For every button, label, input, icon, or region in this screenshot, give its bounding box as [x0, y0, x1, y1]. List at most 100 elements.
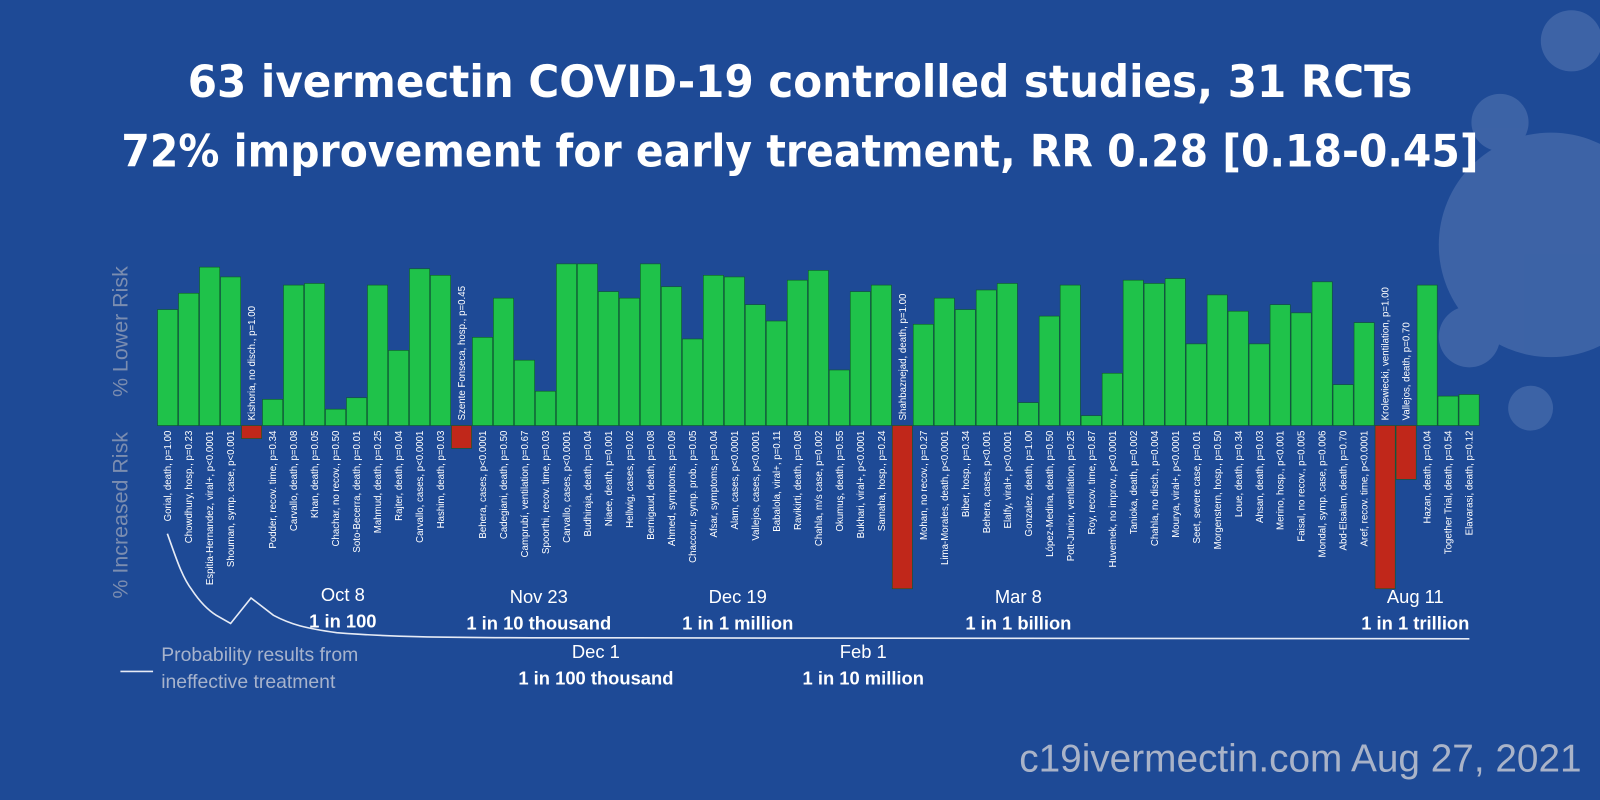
bar [1227, 310, 1249, 426]
bar-label: Okumuş, death, p=0.55 [835, 431, 846, 532]
bar [451, 425, 472, 449]
virus-decoration [1438, 10, 1600, 431]
bar [1311, 281, 1333, 426]
bar-label: Chowdhury, hosp., p=0.23 [184, 431, 195, 544]
bar [640, 263, 661, 426]
bar-label: Chahla, m/s case, p=0.002 [814, 431, 825, 547]
bar-label: Podder, recov. time, p=0.34 [268, 430, 279, 549]
bar-label: Abd-Elsalam, death, p=0.70 [1339, 430, 1350, 550]
bar-label: Samaha, hosp., p=0.24 [877, 430, 888, 531]
bar [1353, 322, 1375, 426]
bar [430, 274, 451, 426]
bar [1332, 384, 1354, 426]
bar-label: Carvallo, cases, p<0.0001 [562, 431, 573, 543]
bar [765, 320, 787, 426]
bar-label: Gorial, death, p=1.00 [163, 430, 174, 521]
bar-label: Biber, hosp., p=0.34 [961, 430, 972, 517]
bar-label: López-Medina, death, p=0.50 [1045, 430, 1056, 557]
annotation-probability: 1 in 10 thousand [466, 613, 611, 634]
bar [807, 270, 829, 426]
annotation-probability: 1 in 1 trillion [1361, 613, 1469, 634]
bar [388, 350, 409, 426]
bar [996, 283, 1018, 426]
bar-label: Ravikirti, death, p=0.08 [793, 431, 804, 530]
bar [1164, 278, 1186, 426]
bar-label: Babalola, viral+, p=0.11 [772, 431, 783, 532]
bar-label: Carvallo, death, p=0.08 [289, 431, 300, 531]
bar [514, 359, 535, 426]
bar-label: Alam, cases, p<0.0001 [730, 431, 741, 530]
bar [556, 263, 577, 426]
bar [975, 289, 997, 426]
bar [241, 425, 262, 439]
annotation-probability: 1 in 100 [309, 611, 376, 632]
bar [283, 284, 304, 426]
bar-label: Vallejos, cases, p<0.0001 [751, 431, 762, 541]
chart-title: 63 ivermectin COVID-19 controlled studie… [188, 55, 1412, 108]
bar [1374, 425, 1396, 590]
bar-label: Ahmed, symptoms, p=0.09 [667, 431, 678, 547]
bar [367, 284, 388, 426]
annotation-probability: 1 in 1 million [682, 613, 793, 634]
bar-label: Soto-Becerra, death, p=0.01 [352, 431, 363, 553]
bar-label: Faisal, no recov., p=0.005 [1297, 431, 1308, 542]
bar [1122, 279, 1144, 426]
bar-label: Chahla, no disch., p=0.004 [1150, 430, 1161, 546]
annotation-date: Dec 1 [572, 641, 620, 662]
footer: c19ivermectin.com Aug 27, 2021 [1019, 737, 1581, 780]
bar-label: Mahmud, death, p=0.25 [373, 431, 384, 534]
bar [409, 268, 430, 426]
bar [954, 309, 976, 426]
bar [535, 390, 556, 426]
bar [933, 297, 955, 426]
bar [493, 297, 514, 426]
bar-label: Khan, death, p=0.05 [310, 431, 321, 519]
bar [1290, 312, 1312, 426]
bar-label: Krolewiecki, ventilation, p=1.00 [1381, 287, 1392, 421]
bar [220, 276, 242, 426]
bar-label: Mourya, viral+, p<0.0001 [1171, 431, 1182, 538]
bar [1269, 304, 1291, 426]
bar [745, 304, 766, 426]
bar-label: Szente Fonseca, hosp., p=0.45 [457, 286, 468, 420]
bar [262, 399, 283, 426]
bar [1101, 372, 1123, 426]
bar [1185, 343, 1207, 426]
bar-label: Morgenstern, hosp., p=0.50 [1213, 430, 1224, 549]
bar-label: Bukhari, viral+, p<0.0001 [856, 431, 867, 539]
bar [1395, 425, 1417, 480]
bar [724, 276, 745, 426]
annotation-date: Oct 8 [321, 584, 365, 605]
bar-label: Cadegiani, death, p=0.50 [499, 430, 510, 539]
bar-label: Chachar, no recov., p=0.50 [331, 430, 342, 546]
bar [661, 286, 682, 426]
bar-label: Kishoria, no disch., p=1.00 [247, 305, 258, 420]
bar [1017, 402, 1039, 426]
bar-label: Mohan, no recov., p=0.27 [919, 431, 930, 540]
annotation-probability: 1 in 100 thousand [518, 668, 673, 689]
bar [598, 291, 619, 426]
y-axis-label-upper: % Lower Risk [109, 266, 133, 397]
bar [199, 266, 221, 426]
bar [849, 291, 871, 426]
chart-subtitle: 72% improvement for early treatment, RR … [121, 124, 1478, 177]
bar-label: Espitia-Hernandez, viral+, p<0.0001 [205, 431, 216, 586]
bar-label: Huvemek, no improv., p<0.0001 [1108, 431, 1119, 568]
bar [304, 283, 325, 426]
bar [157, 309, 179, 426]
bar-label: Hazan, death, p=0.04 [1423, 430, 1434, 524]
bar-label: Tanioka, death, p=0.002 [1129, 431, 1140, 535]
bar-label: Niaee, death, p=0.001 [604, 431, 615, 527]
annotation-probability: 1 in 1 billion [965, 613, 1071, 634]
bar-label: Spoorthi, recov. time, p=0.03 [541, 431, 552, 554]
bar-label: Pott-Junior, ventilation, p=0.25 [1066, 431, 1077, 562]
bar-label: Roy, recov. time, p=0.87 [1087, 431, 1098, 535]
bar [325, 408, 346, 426]
bar [1206, 294, 1228, 426]
bar-label: Behera, cases, p<0.001 [982, 431, 993, 534]
bar [828, 369, 850, 426]
bar-label: Aref, recov. time, p<0.0001 [1360, 431, 1371, 547]
legend-text: Probability results from [161, 644, 358, 666]
bar-label: Elalfy, viral+, p<0.0001 [1003, 431, 1014, 529]
